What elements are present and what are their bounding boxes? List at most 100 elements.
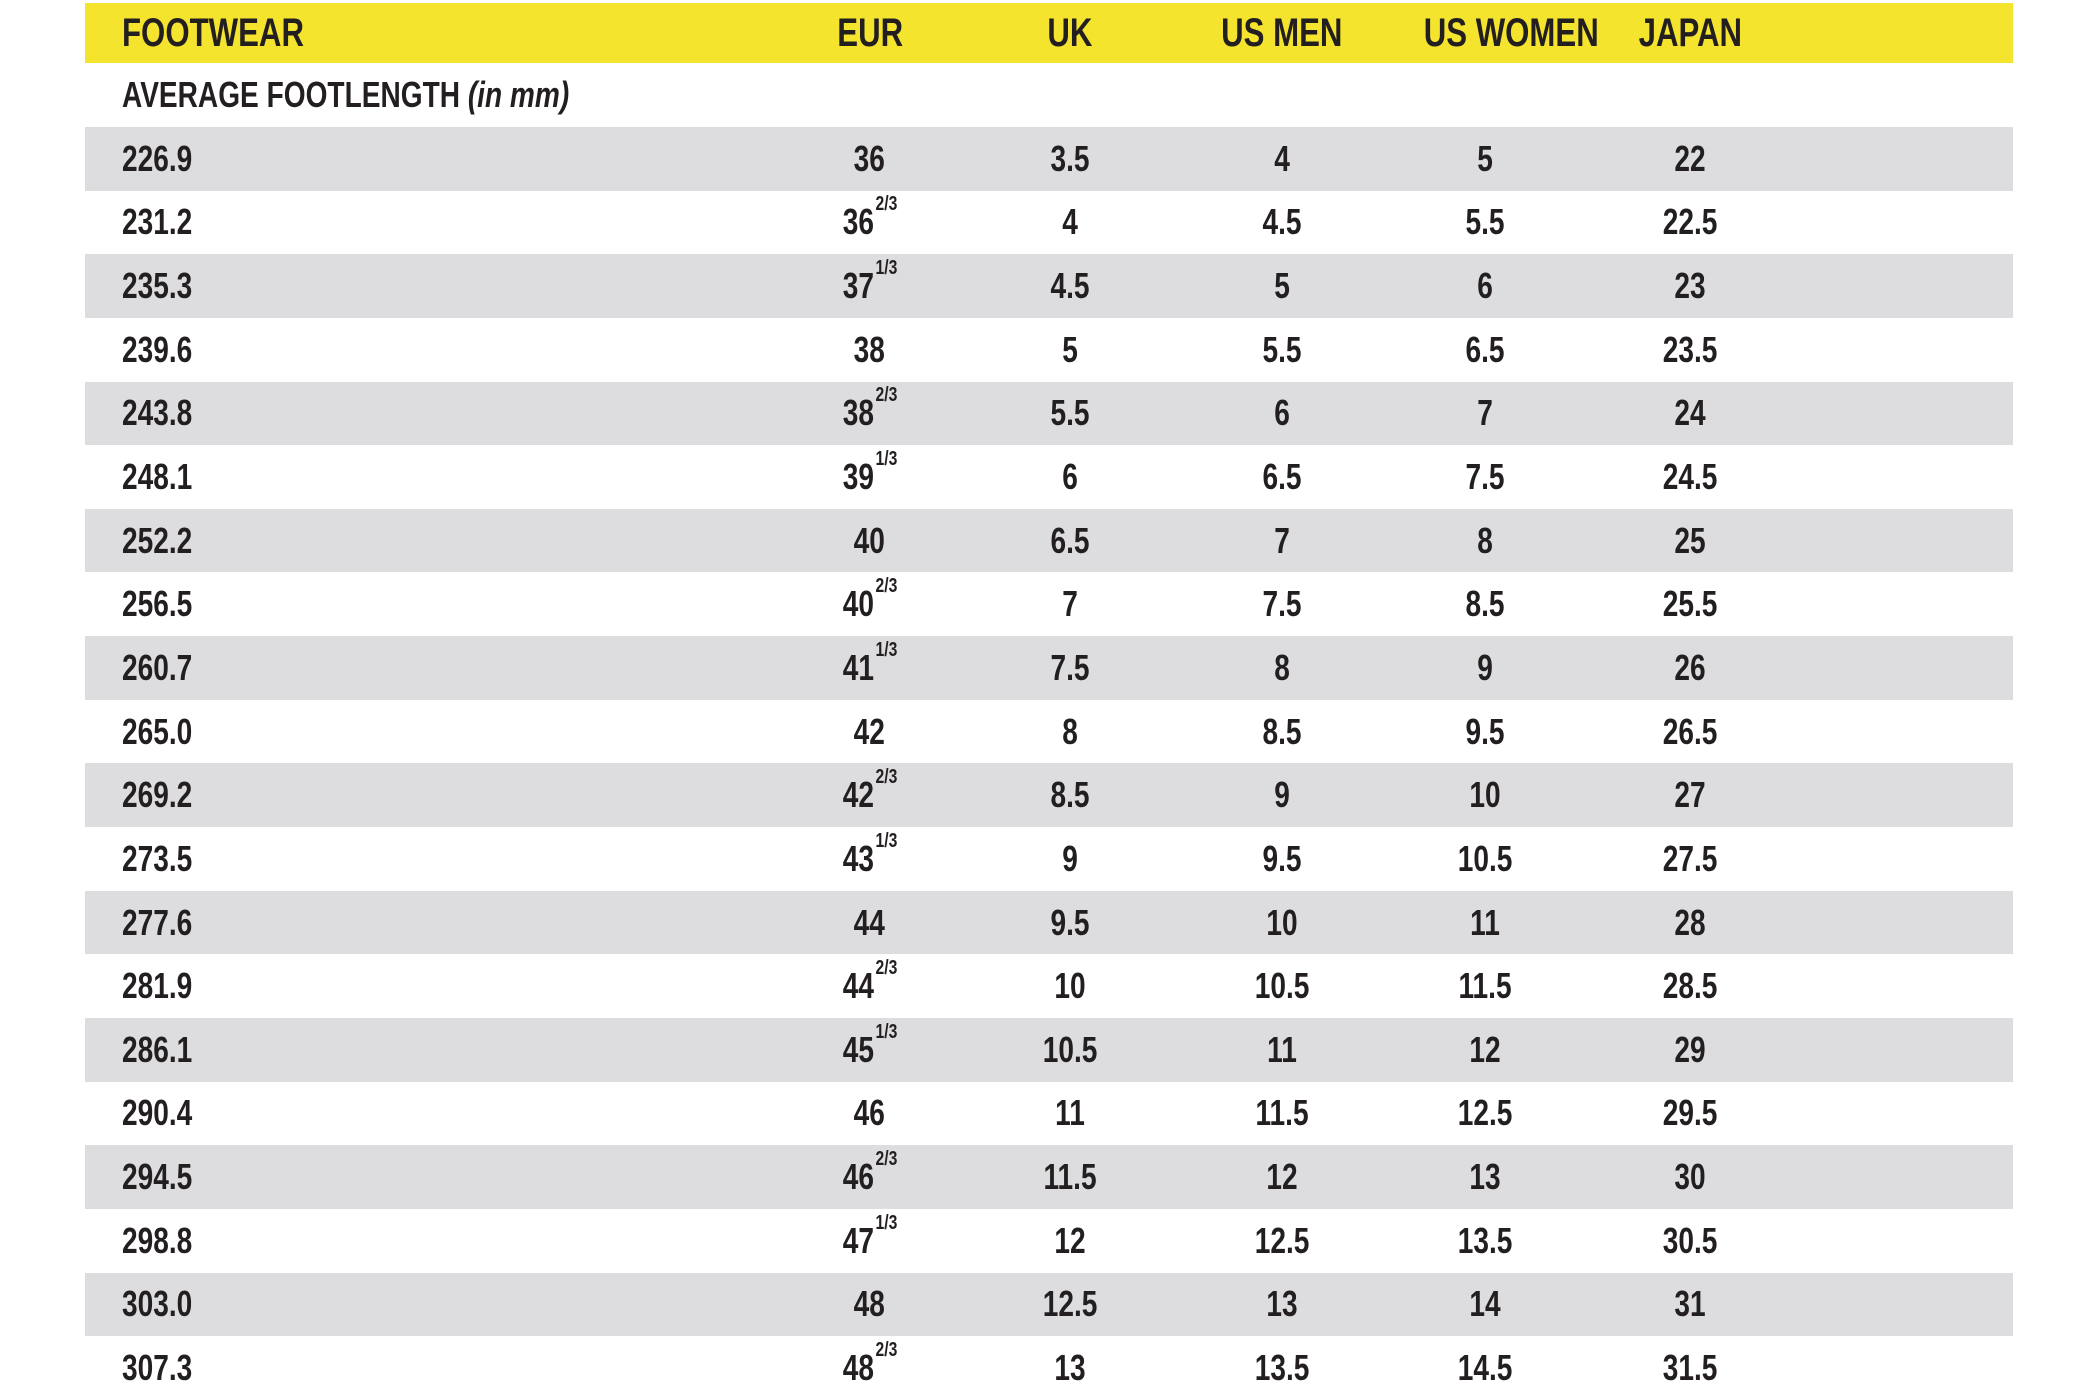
cell-eur: 431/3	[842, 829, 898, 879]
table-row: 243.8 382/3 5.5 6 7 24	[85, 381, 2013, 446]
cell-footwear-mm: 239.6	[122, 328, 193, 370]
cell-japan: 28	[1674, 901, 1706, 943]
footwear-size-table: FOOTWEAR EUR UK US MEN US WOMEN JAPAN AV…	[85, 3, 2013, 1400]
table-header-row: FOOTWEAR EUR UK US MEN US WOMEN JAPAN	[85, 3, 2013, 63]
cell-japan: 26.5	[1662, 710, 1718, 752]
cell-footwear-mm: 252.2	[122, 519, 193, 561]
eur-fraction: 2/3	[875, 1147, 898, 1170]
cell-us-women: 11	[1470, 901, 1500, 943]
cell-japan: 26	[1674, 646, 1706, 688]
cell-uk: 7	[1062, 583, 1078, 625]
cell-us-women: 12.5	[1457, 1092, 1513, 1134]
cell-us-women: 14	[1469, 1283, 1501, 1325]
cell-eur: 422/3	[842, 766, 898, 816]
cell-us-men: 7.5	[1262, 583, 1302, 625]
cell-us-women: 8	[1477, 519, 1493, 561]
cell-footwear-mm: 286.1	[122, 1028, 193, 1070]
cell-footwear-mm: 303.0	[122, 1283, 193, 1325]
cell-us-women: 9.5	[1465, 710, 1505, 752]
cell-uk: 5.5	[1050, 392, 1090, 434]
cell-us-men: 13.5	[1254, 1346, 1310, 1388]
cell-footwear-mm: 269.2	[122, 774, 193, 816]
cell-eur: 411/3	[842, 638, 898, 688]
cell-japan: 24	[1674, 392, 1706, 434]
cell-us-men: 6	[1274, 392, 1290, 434]
cell-japan: 22	[1674, 137, 1706, 179]
column-header-uk: UK	[1047, 11, 1093, 55]
cell-uk: 9	[1062, 837, 1078, 879]
cell-japan: 28.5	[1662, 965, 1718, 1007]
cell-uk: 12	[1054, 1219, 1086, 1261]
cell-us-women: 7	[1477, 392, 1493, 434]
eur-fraction: 1/3	[875, 1020, 898, 1043]
cell-us-women: 6	[1477, 265, 1493, 307]
cell-uk: 3.5	[1050, 137, 1090, 179]
cell-eur: 471/3	[842, 1211, 898, 1261]
cell-eur: 451/3	[842, 1020, 898, 1070]
cell-us-men: 5	[1274, 265, 1290, 307]
column-header-japan: JAPAN	[1638, 11, 1742, 55]
cell-us-women: 10.5	[1457, 837, 1513, 879]
cell-eur: 38	[853, 328, 885, 370]
cell-uk: 8	[1062, 710, 1078, 752]
table-row: 277.6 44 9.5 10 11 28	[85, 890, 2013, 955]
subheader-label: AVERAGE FOOTLENGTH	[122, 74, 461, 115]
eur-fraction: 2/3	[875, 384, 898, 407]
cell-japan: 30	[1674, 1156, 1706, 1198]
cell-eur: 46	[853, 1092, 885, 1134]
cell-us-women: 12	[1469, 1028, 1501, 1070]
table-row: 290.4 46 11 11.5 12.5 29.5	[85, 1081, 2013, 1146]
cell-eur: 482/3	[842, 1338, 898, 1388]
table-row: 269.2 422/3 8.5 9 10 27	[85, 763, 2013, 828]
cell-footwear-mm: 281.9	[122, 965, 193, 1007]
cell-japan: 27.5	[1662, 837, 1718, 879]
cell-us-women: 8.5	[1465, 583, 1505, 625]
eur-fraction: 2/3	[875, 957, 898, 980]
column-header-eur: EUR	[837, 11, 903, 55]
cell-eur: 44	[853, 901, 885, 943]
cell-footwear-mm: 307.3	[122, 1346, 193, 1388]
cell-footwear-mm: 294.5	[122, 1156, 193, 1198]
cell-japan: 23.5	[1662, 328, 1718, 370]
cell-eur: 36	[853, 137, 885, 179]
cell-japan: 29	[1674, 1028, 1706, 1070]
table-row: 239.6 38 5 5.5 6.5 23.5	[85, 317, 2013, 382]
cell-eur: 442/3	[842, 957, 898, 1007]
cell-us-men: 5.5	[1262, 328, 1302, 370]
cell-uk: 12.5	[1042, 1283, 1098, 1325]
cell-us-men: 12.5	[1254, 1219, 1310, 1261]
cell-japan: 24.5	[1662, 456, 1718, 498]
cell-footwear-mm: 235.3	[122, 265, 193, 307]
cell-us-men: 6.5	[1262, 456, 1302, 498]
column-header-footwear: FOOTWEAR	[122, 11, 304, 55]
cell-us-men: 13	[1266, 1283, 1298, 1325]
cell-uk: 6	[1062, 456, 1078, 498]
eur-fraction: 2/3	[875, 575, 898, 598]
cell-uk: 4	[1062, 201, 1078, 243]
cell-footwear-mm: 243.8	[122, 392, 193, 434]
eur-fraction: 1/3	[875, 257, 898, 280]
cell-us-men: 8	[1274, 646, 1290, 688]
eur-fraction: 1/3	[875, 447, 898, 470]
cell-footwear-mm: 298.8	[122, 1219, 193, 1261]
cell-us-women: 13.5	[1457, 1219, 1513, 1261]
cell-uk: 4.5	[1050, 265, 1090, 307]
cell-us-men: 4.5	[1262, 201, 1302, 243]
cell-eur: 371/3	[842, 257, 898, 307]
cell-japan: 25.5	[1662, 583, 1718, 625]
cell-japan: 25	[1674, 519, 1706, 561]
cell-us-women: 6.5	[1465, 328, 1505, 370]
column-header-us-men: US MEN	[1221, 11, 1343, 55]
subheader-cell: AVERAGE FOOTLENGTH (in mm)	[85, 77, 2013, 113]
cell-uk: 9.5	[1050, 901, 1090, 943]
cell-us-women: 7.5	[1465, 456, 1505, 498]
cell-us-men: 7	[1274, 519, 1290, 561]
cell-eur: 462/3	[842, 1147, 898, 1198]
cell-us-women: 14.5	[1457, 1346, 1513, 1388]
eur-fraction: 2/3	[875, 1338, 898, 1361]
table-row: 307.3 482/3 13 13.5 14.5 31.5	[85, 1336, 2013, 1400]
table-row: 252.2 40 6.5 7 8 25	[85, 508, 2013, 573]
cell-japan: 23	[1674, 265, 1706, 307]
cell-footwear-mm: 226.9	[122, 137, 193, 179]
cell-uk: 11	[1055, 1092, 1085, 1134]
